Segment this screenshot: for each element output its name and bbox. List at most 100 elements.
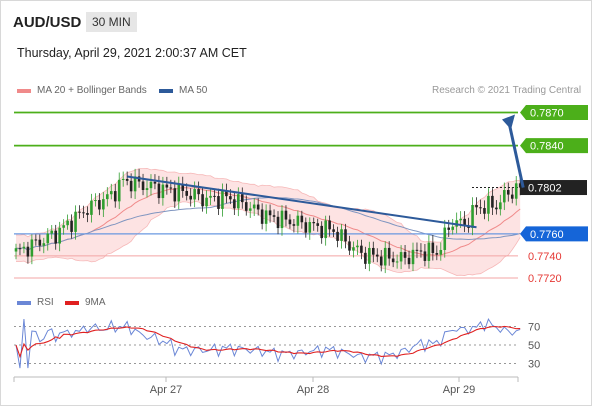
candle-body	[292, 224, 296, 226]
level-pivot-3-tag	[520, 226, 588, 242]
candle-body	[78, 211, 81, 213]
legend-ma50: MA 50	[159, 85, 207, 96]
bollinger-band-fill	[16, 168, 521, 276]
candle-body	[252, 204, 256, 209]
candle-body	[209, 195, 212, 198]
candle-body	[264, 210, 268, 224]
level-resistance-0-label: 0.7870	[530, 108, 564, 120]
rsi-9ma-line	[15, 325, 521, 359]
candle-body	[495, 207, 498, 210]
candle-body	[487, 195, 490, 214]
candle-body	[62, 225, 65, 228]
candle-body	[129, 180, 133, 192]
candle-body	[483, 208, 486, 214]
candle-body	[435, 253, 439, 255]
candle-body	[514, 183, 518, 199]
legend-rsi-label: RSI	[37, 297, 54, 308]
bollinger-upper-line	[15, 167, 521, 243]
candle-body	[419, 250, 423, 252]
candle-body	[459, 218, 462, 221]
candle-body	[248, 208, 252, 211]
candle-body	[316, 223, 320, 226]
x-tick-label-2: Apr 28	[297, 384, 329, 396]
candle-body	[308, 222, 312, 233]
candle-body	[54, 230, 57, 244]
candle-body	[34, 239, 38, 241]
level-last-2-label: 0.7802	[528, 183, 562, 195]
candle-body	[304, 222, 308, 233]
candle-body	[272, 215, 276, 217]
candle-body	[280, 210, 284, 229]
candle-body	[344, 229, 347, 242]
candle-body	[320, 225, 323, 239]
candle-body	[225, 190, 228, 197]
candle-body	[510, 194, 514, 199]
datetime-label: Thursday, April 29, 2021 2:00:37 AM CET	[17, 46, 247, 60]
candle-body	[332, 229, 335, 232]
rsi-tick-label-70: 70	[528, 322, 540, 334]
candle-body	[38, 239, 42, 246]
candle-body	[149, 181, 153, 189]
candle-body	[407, 257, 411, 265]
candle-body	[383, 247, 387, 266]
candle-body	[324, 220, 327, 239]
candle-body	[403, 252, 407, 258]
research-credit: Research © 2021 Trading Central	[432, 85, 582, 96]
candle-body	[74, 211, 77, 232]
candle-body	[58, 227, 61, 244]
timeframe-badge[interactable]: 30 MIN	[86, 12, 137, 32]
legend-ma50-swatch	[159, 88, 173, 93]
candle-body	[284, 210, 288, 220]
candle-body	[141, 181, 145, 191]
legend-9ma-label: 9MA	[85, 297, 106, 308]
candle-body	[387, 247, 391, 259]
candle-body	[336, 231, 339, 241]
candle-body	[86, 213, 89, 215]
x-tick-label-1: Apr 27	[150, 384, 182, 396]
rsi-tick-label-50: 50	[528, 340, 540, 352]
candle-body	[109, 191, 113, 195]
rsi-tick-label-30: 30	[528, 359, 540, 371]
candle-body	[276, 216, 280, 229]
level-resistance-1-label: 0.7840	[530, 141, 564, 153]
candle-body	[399, 252, 403, 262]
candle-body	[395, 261, 399, 263]
candle-body	[205, 197, 208, 207]
candle-body	[165, 184, 169, 188]
candle-body	[348, 241, 351, 251]
candle-body	[106, 194, 109, 200]
candle-body	[22, 246, 26, 249]
candle-body	[463, 218, 466, 226]
candle-body	[201, 194, 204, 207]
candle-body	[213, 195, 216, 197]
candle-body	[189, 195, 192, 200]
candle-body	[193, 189, 196, 200]
candle-body	[161, 184, 165, 199]
level-resistance-1-tag	[520, 138, 588, 154]
candle-body	[153, 181, 157, 184]
candle-body	[372, 247, 375, 255]
legend-bollinger-swatch	[17, 88, 31, 93]
candle-body	[360, 245, 363, 253]
candle-body	[368, 247, 371, 264]
ma20-line	[15, 187, 521, 256]
candle-body	[133, 176, 137, 192]
level-support-4-label: 0.7740	[528, 251, 562, 263]
candle-body	[451, 226, 454, 230]
x-tick-label-3: Apr 29	[443, 384, 475, 396]
candle-body	[499, 202, 502, 210]
legend-rsi-swatch	[17, 300, 31, 305]
candle-body	[181, 184, 185, 191]
candle-body	[312, 222, 316, 224]
projection-arrow-head	[502, 114, 515, 130]
candle-body	[221, 190, 224, 209]
candle-body	[90, 200, 93, 215]
candle-body	[439, 249, 443, 255]
candle-body	[42, 243, 46, 246]
candle-body	[364, 252, 367, 264]
candle-body	[288, 219, 292, 225]
level-support-5-label: 0.7720	[528, 273, 562, 285]
candle-body	[30, 239, 34, 257]
legend-9ma-swatch	[65, 300, 79, 305]
